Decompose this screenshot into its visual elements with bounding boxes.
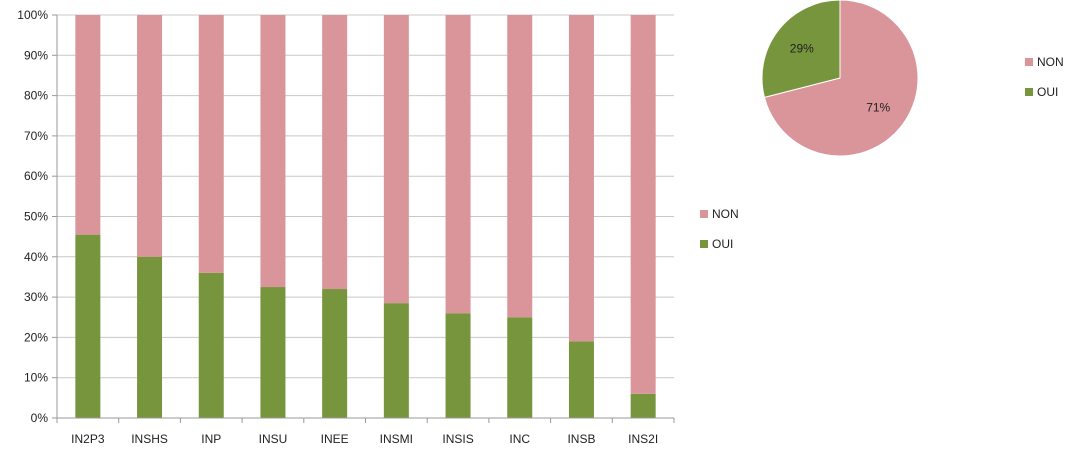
bar-axes bbox=[56, 15, 674, 419]
x-tick-label: INEE bbox=[321, 432, 349, 446]
bar-non bbox=[75, 15, 101, 235]
bar-oui bbox=[568, 341, 594, 418]
legend-label-oui: OUI bbox=[712, 237, 733, 251]
x-tick-label: INSIS bbox=[442, 432, 473, 446]
y-tick-label: 20% bbox=[24, 330, 48, 344]
pie-label-non: 71% bbox=[866, 101, 890, 115]
pie-slice-non bbox=[763, 0, 919, 157]
bar-oui bbox=[260, 287, 286, 418]
legend-label-non: NON bbox=[712, 207, 739, 221]
y-tick-label: 30% bbox=[24, 290, 48, 304]
legend-swatch-non bbox=[1025, 58, 1033, 66]
bar-oui bbox=[75, 234, 101, 418]
y-tick-label: 0% bbox=[31, 411, 49, 425]
bar-non bbox=[137, 15, 163, 257]
bar-non bbox=[260, 15, 286, 288]
pie-slice-oui bbox=[761, 0, 841, 99]
x-tick-label: INS2I bbox=[628, 432, 658, 446]
bar-bars bbox=[75, 15, 656, 418]
bar-legend: NON OUI bbox=[700, 207, 739, 251]
bar-non bbox=[630, 15, 656, 394]
x-tick-label: INSU bbox=[259, 432, 288, 446]
legend-swatch-oui bbox=[1025, 88, 1033, 96]
bar-y-axis-ticks: 0% 10% 20% 30% 40% 50% 60% 70% 80% 90% 100% bbox=[17, 8, 48, 425]
pie-chart: 71% 29% bbox=[761, 0, 919, 157]
bar-oui bbox=[198, 272, 224, 418]
y-tick-label: 90% bbox=[24, 48, 48, 62]
bar-non bbox=[198, 15, 224, 273]
bar-oui bbox=[507, 317, 533, 418]
legend-swatch-oui bbox=[700, 240, 708, 248]
legend-label-non: NON bbox=[1037, 55, 1064, 69]
y-tick-label: 100% bbox=[17, 8, 48, 22]
x-tick-label: INSHS bbox=[131, 432, 168, 446]
y-tick-label: 60% bbox=[24, 169, 48, 183]
x-tick-label: IN2P3 bbox=[71, 432, 105, 446]
bar-non bbox=[322, 15, 348, 290]
pie-label-oui: 29% bbox=[790, 41, 814, 55]
bar-non bbox=[568, 15, 594, 342]
x-tick-label: INSB bbox=[567, 432, 595, 446]
bar-oui bbox=[383, 303, 409, 418]
bar-x-axis-ticks: IN2P3 INSHS INP INSU INEE INSMI INSIS INC INSB IN… bbox=[56, 418, 675, 446]
legend-label-oui: OUI bbox=[1037, 85, 1058, 99]
x-tick-label: INC bbox=[509, 432, 530, 446]
bar-non bbox=[383, 15, 409, 304]
bar-oui bbox=[137, 256, 163, 418]
bar-oui bbox=[445, 313, 471, 418]
y-tick-label: 50% bbox=[24, 210, 48, 224]
pie-legend: NON OUI bbox=[1025, 55, 1064, 99]
bar-non bbox=[507, 15, 533, 318]
y-tick-label: 70% bbox=[24, 129, 48, 143]
bar-non bbox=[445, 15, 471, 314]
y-tick-label: 80% bbox=[24, 89, 48, 103]
y-tick-label: 40% bbox=[24, 250, 48, 264]
bar-oui bbox=[322, 289, 348, 418]
x-tick-label: INSMI bbox=[380, 432, 413, 446]
legend-swatch-non bbox=[700, 210, 708, 218]
bar-oui bbox=[630, 393, 656, 418]
x-tick-label: INP bbox=[201, 432, 221, 446]
y-tick-label: 10% bbox=[24, 371, 48, 385]
